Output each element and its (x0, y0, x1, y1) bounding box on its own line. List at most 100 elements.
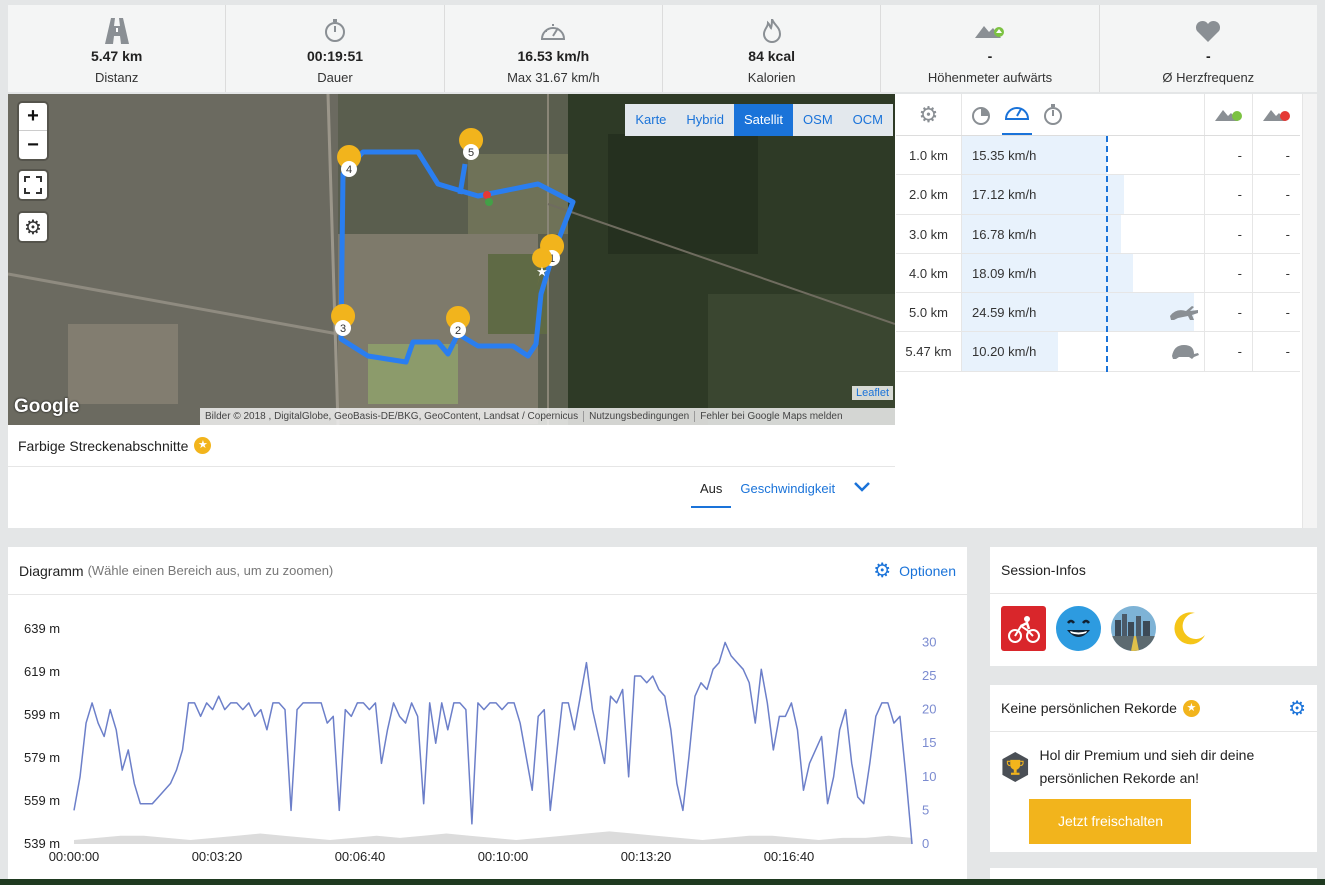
rabbit-icon (1170, 306, 1198, 321)
y-right-tick: 25 (922, 668, 936, 683)
speed-elevation-chart[interactable]: 639 m 619 m 599 m 579 m 559 m 539 m 30 25 20 15 10… (8, 595, 967, 885)
imagery-credit: Bilder © 2018 , DigitalGlobe, GeoBasis-D… (200, 411, 585, 422)
y-left-tick: 619 m (24, 664, 60, 679)
stat-value: 00:19:51 (306, 48, 364, 64)
stat-value: - (987, 48, 993, 64)
speed-series-line (73, 641, 913, 845)
records-header: Keine persönlichen Rekorde ★ ⚙ (990, 685, 1317, 732)
happy-face-icon[interactable] (1056, 606, 1101, 651)
route-marker[interactable]: 5 (459, 128, 484, 168)
map-type-satellit[interactable]: Satellit (734, 104, 794, 136)
unlock-button[interactable]: Jetzt freischalten (1029, 799, 1192, 844)
average-speed-line (1106, 136, 1108, 372)
route-marker[interactable]: 2 (446, 306, 471, 346)
stopwatch-icon[interactable] (1042, 103, 1064, 126)
y-right-tick: 5 (922, 802, 929, 817)
split-km: 4.0 km (896, 253, 962, 293)
moon-icon[interactable] (1166, 606, 1211, 651)
split-speed-cell: 15.35 km/h (962, 136, 1205, 175)
options-button[interactable]: ⚙ Optionen (873, 558, 956, 583)
split-speed-bar (962, 253, 1133, 293)
y-right-tick: 15 (922, 735, 936, 750)
segment-tabs: Aus Geschwindigkeit (691, 481, 880, 508)
split-row: 2.0 km 17.12 km/h - - (896, 175, 1300, 215)
svg-text:3: 3 (340, 323, 346, 335)
stopwatch-icon (324, 18, 346, 44)
split-row: 3.0 km 16.78 km/h - - (896, 214, 1300, 254)
road-icon (104, 18, 129, 44)
y-right-tick: 10 (922, 769, 936, 784)
y-right-tick: 0 (922, 836, 929, 851)
splits-table: ⚙ 1.0 km 15.35 km/h - - 2.0 km 17.12 km/h - - … (896, 94, 1300, 372)
stat-duration: 00:19:51 Dauer (226, 5, 445, 92)
split-elev-down: - (1285, 187, 1290, 203)
leaflet-link[interactable]: Leaflet (851, 386, 893, 400)
session-info-card: Session-Infos (990, 547, 1317, 666)
segment-tab-off[interactable]: Aus (691, 481, 732, 508)
split-speed-cell: 16.78 km/h (962, 214, 1205, 253)
scrollbar[interactable] (1302, 94, 1317, 528)
report-error-link[interactable]: Fehler bei Google Maps melden (700, 411, 843, 422)
stat-calories: 84 kcal Kalorien (663, 5, 882, 92)
stat-value: - (1205, 48, 1211, 64)
terms-link[interactable]: Nutzungsbedingungen (584, 411, 696, 422)
session-badges (990, 594, 1317, 663)
route-marker[interactable]: 3 (331, 304, 356, 344)
split-km: 3.0 km (896, 214, 962, 253)
stat-label: Distanz (94, 70, 139, 85)
y-left-tick: 599 m (24, 707, 60, 722)
y-left-tick: 539 m (24, 836, 60, 851)
map-type-hybrid[interactable]: Hybrid (686, 112, 724, 127)
y-right-tick: 30 (922, 634, 936, 649)
map-type-karte[interactable]: Karte (635, 112, 667, 127)
map-type-ocm[interactable]: OCM (852, 112, 883, 127)
speedometer-icon (1004, 107, 1030, 120)
gear-icon: ⚙ (873, 560, 892, 582)
premium-star-icon: ★ (1182, 699, 1200, 717)
splits-settings-button[interactable]: ⚙ (896, 94, 962, 135)
zoom-out-button[interactable]: − (27, 133, 39, 156)
split-km: 1.0 km (896, 136, 962, 175)
map-settings-button[interactable]: ⚙ (19, 213, 47, 241)
split-elev-up: - (1205, 332, 1253, 371)
pace-icon[interactable] (970, 104, 992, 126)
split-speed: 17.12 km/h (972, 187, 1037, 203)
split-row: 1.0 km 15.35 km/h - - (896, 136, 1300, 176)
segment-tab-speed[interactable]: Geschwindigkeit (740, 481, 836, 496)
speed-tab[interactable] (1002, 94, 1032, 135)
gear-icon[interactable]: ⚙ (1288, 697, 1306, 720)
x-tick: 00:10:00 (478, 849, 529, 864)
split-speed-bar (962, 214, 1121, 253)
gear-icon: ⚙ (24, 216, 42, 239)
cycling-icon[interactable] (1001, 606, 1046, 651)
split-speed-bar (962, 293, 1195, 332)
options-label: Optionen (899, 562, 956, 579)
split-speed: 10.20 km/h (972, 344, 1037, 360)
chevron-down-icon[interactable] (844, 481, 880, 506)
fullscreen-button[interactable] (19, 171, 47, 199)
split-speed: 18.09 km/h (972, 265, 1037, 281)
divider (8, 466, 895, 467)
zoom-control: + − (19, 103, 47, 159)
route-map[interactable]: 1 2 3 4 5 ★ + − ⚙ Karte Hybrid Satellit … (8, 94, 895, 425)
map-type-osm[interactable]: OSM (803, 112, 833, 127)
diagram-title: Diagramm (19, 562, 84, 579)
stat-distance: 5.47 km Distanz (8, 5, 227, 92)
split-speed: 24.59 km/h (972, 305, 1037, 321)
speedometer-icon (539, 18, 567, 44)
x-tick: 00:13:20 (621, 849, 672, 864)
stat-label: Höhenmeter aufwärts (927, 70, 1053, 85)
session-info-title: Session-Infos (990, 547, 1317, 594)
stat-value: 5.47 km (90, 48, 143, 64)
split-elev-down: - (1285, 344, 1290, 360)
city-road-icon[interactable] (1111, 606, 1156, 651)
fullscreen-icon (24, 176, 42, 194)
stat-label: Ø Herzfrequenz (1162, 70, 1255, 85)
start-marker[interactable]: ★ (532, 248, 553, 286)
segments-title-text: Farbige Streckenabschnitte (18, 437, 189, 454)
zoom-in-button[interactable]: + (19, 103, 47, 131)
satellite-imagery (8, 94, 895, 425)
route-marker[interactable]: 4 (337, 145, 362, 185)
split-elev-down: - (1285, 265, 1290, 281)
splits-header: ⚙ (896, 94, 1300, 136)
